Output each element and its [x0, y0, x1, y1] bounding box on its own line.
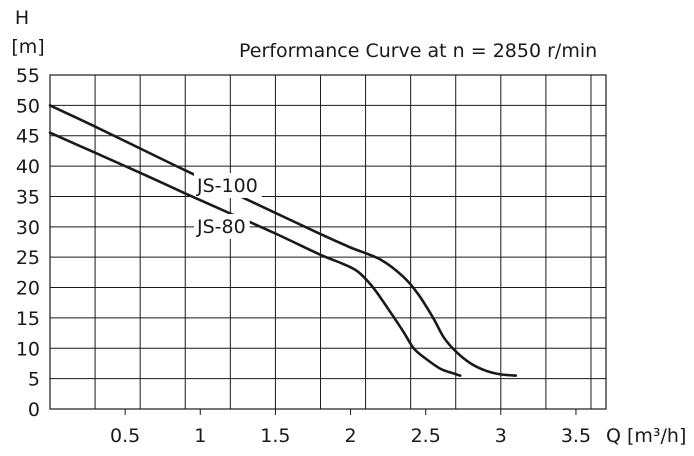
y-tick-label: 50	[16, 95, 40, 117]
y-tick-label: 10	[16, 338, 40, 360]
series-line-js-80	[48, 131, 462, 377]
series-label-background	[194, 173, 262, 198]
series-label-js-80: JS-80	[196, 216, 246, 238]
y-tick-label: 0	[28, 399, 40, 421]
y-tick-label: 55	[16, 65, 40, 87]
y-tick-label: 5	[28, 369, 40, 391]
y-tick-label: 20	[16, 278, 40, 300]
series-label-js-100: JS-100	[196, 175, 258, 197]
x-tick-label: 2.5	[411, 425, 441, 447]
x-tick-label: 2	[344, 425, 356, 447]
y-tick-label: 30	[16, 217, 40, 239]
x-tick-label: 3.5	[561, 425, 591, 447]
x-axis-label: Q [m³/h]	[606, 425, 686, 447]
series-line-js-100	[48, 104, 518, 377]
grid	[50, 74, 606, 409]
series-layer: JS-100 JS-80	[48, 104, 518, 377]
x-tick-label: 1.5	[260, 425, 290, 447]
x-axis-ticks: 0.5 1 1.5 2 2.5 3 3.5	[110, 409, 591, 447]
x-tick-label: 0.5	[110, 425, 140, 447]
y-tick-label: 15	[16, 308, 40, 330]
plot-frame	[49, 74, 607, 410]
x-tick-label: 3	[495, 425, 507, 447]
x-tick-label: 1	[194, 425, 206, 447]
chart-title: Performance Curve at n = 2850 r/min	[239, 40, 597, 62]
y-tick-label: 45	[16, 126, 40, 148]
y-axis-ticks: 0 5 10 15 20 25 30 35 40 45 50 55	[16, 65, 40, 421]
series-label-background	[194, 214, 250, 239]
y-axis-symbol: H	[15, 7, 29, 29]
y-tick-label: 25	[16, 247, 40, 269]
y-axis-unit: [m]	[11, 36, 44, 58]
y-tick-label: 40	[16, 156, 40, 178]
y-tick-label: 35	[16, 186, 40, 208]
